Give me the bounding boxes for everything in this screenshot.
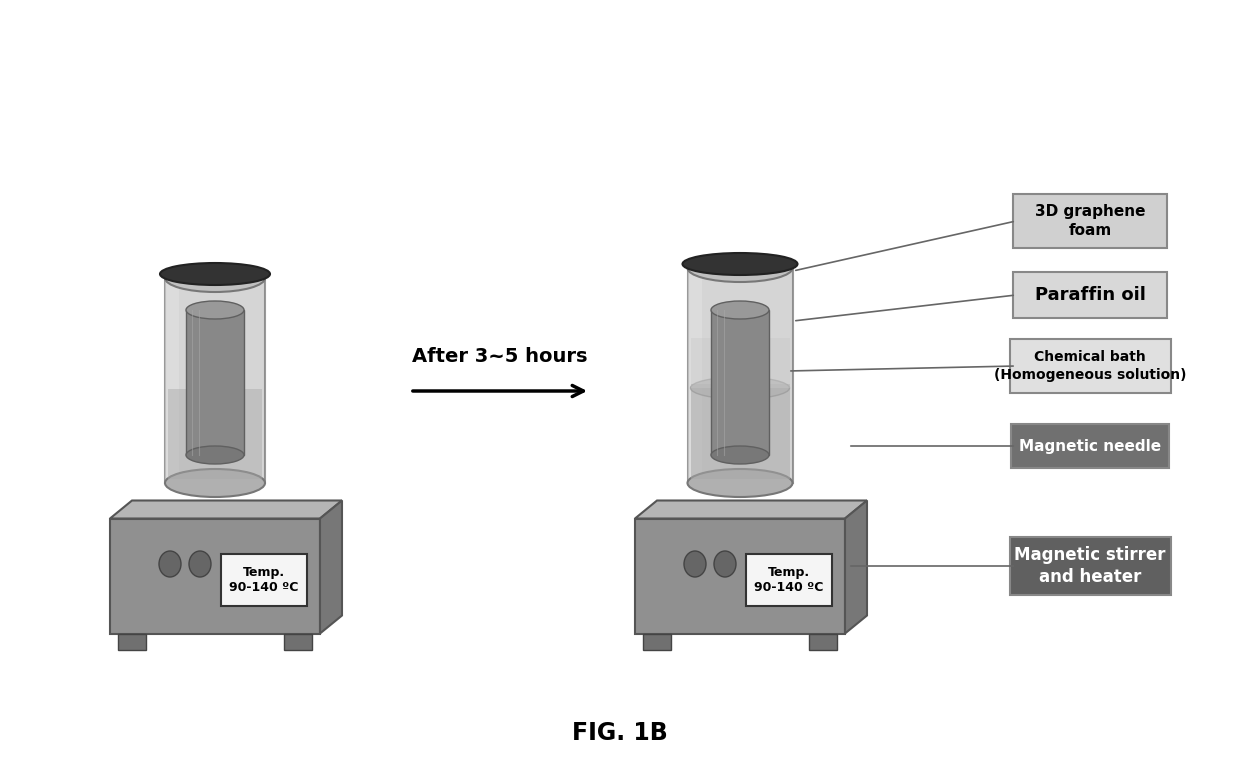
- Ellipse shape: [687, 254, 792, 282]
- Polygon shape: [844, 501, 867, 633]
- Ellipse shape: [684, 551, 706, 577]
- FancyBboxPatch shape: [1009, 537, 1171, 595]
- Text: FIG. 1B: FIG. 1B: [572, 721, 668, 745]
- Text: Temp.
90-140 ºC: Temp. 90-140 ºC: [229, 566, 299, 594]
- FancyBboxPatch shape: [808, 633, 837, 650]
- Ellipse shape: [160, 263, 270, 285]
- FancyBboxPatch shape: [644, 633, 671, 650]
- Text: Magnetic stirrer
and heater: Magnetic stirrer and heater: [1014, 546, 1166, 586]
- Text: 3D graphene
foam: 3D graphene foam: [1034, 204, 1146, 237]
- FancyBboxPatch shape: [165, 278, 265, 483]
- Polygon shape: [110, 501, 342, 519]
- Ellipse shape: [165, 469, 265, 497]
- Ellipse shape: [165, 264, 265, 292]
- FancyBboxPatch shape: [687, 268, 792, 483]
- FancyBboxPatch shape: [711, 310, 769, 455]
- Ellipse shape: [714, 551, 737, 577]
- FancyBboxPatch shape: [167, 389, 262, 479]
- Text: Magnetic needle: Magnetic needle: [1019, 438, 1161, 454]
- Text: Chemical bath
(Homogeneous solution): Chemical bath (Homogeneous solution): [993, 351, 1187, 382]
- Ellipse shape: [188, 551, 211, 577]
- Ellipse shape: [682, 253, 797, 275]
- FancyBboxPatch shape: [691, 384, 790, 479]
- Ellipse shape: [711, 301, 769, 319]
- FancyBboxPatch shape: [165, 278, 179, 483]
- Text: Temp.
90-140 ºC: Temp. 90-140 ºC: [754, 566, 823, 594]
- FancyBboxPatch shape: [221, 554, 308, 606]
- FancyBboxPatch shape: [691, 338, 790, 388]
- FancyBboxPatch shape: [110, 519, 320, 633]
- FancyBboxPatch shape: [118, 633, 146, 650]
- Ellipse shape: [691, 377, 790, 399]
- Polygon shape: [320, 501, 342, 633]
- Ellipse shape: [186, 301, 244, 319]
- Ellipse shape: [711, 446, 769, 464]
- Ellipse shape: [159, 551, 181, 577]
- Polygon shape: [635, 501, 867, 519]
- Ellipse shape: [687, 469, 792, 497]
- FancyBboxPatch shape: [746, 554, 832, 606]
- FancyBboxPatch shape: [1013, 194, 1167, 248]
- FancyBboxPatch shape: [1011, 424, 1169, 468]
- FancyBboxPatch shape: [1009, 339, 1171, 393]
- FancyBboxPatch shape: [1013, 272, 1167, 318]
- FancyBboxPatch shape: [284, 633, 312, 650]
- Ellipse shape: [186, 446, 244, 464]
- FancyBboxPatch shape: [687, 268, 702, 483]
- Text: After 3~5 hours: After 3~5 hours: [412, 347, 588, 366]
- Text: Paraffin oil: Paraffin oil: [1034, 286, 1146, 304]
- FancyBboxPatch shape: [635, 519, 844, 633]
- FancyBboxPatch shape: [186, 310, 244, 455]
